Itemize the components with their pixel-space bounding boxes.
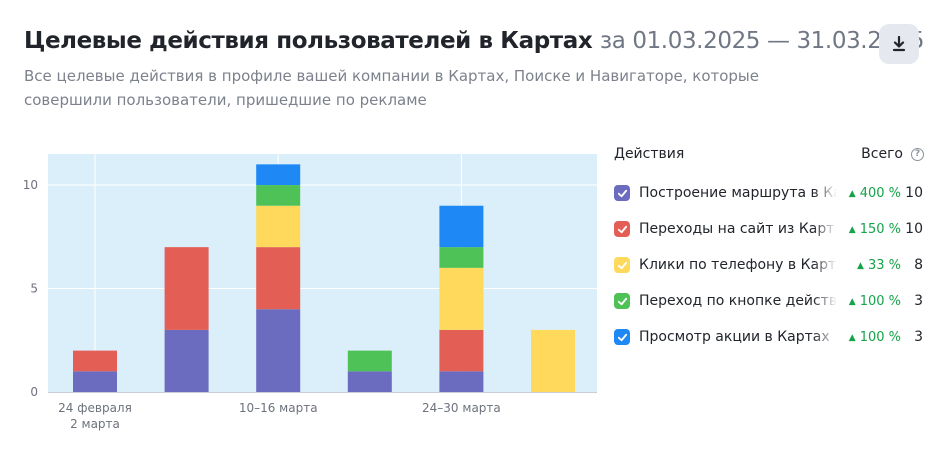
legend-row-label: Переход по кнопке действия из Карт (639, 293, 837, 309)
check-icon (617, 225, 627, 233)
page-subtitle: Все целевые действия в профиле вашей ком… (24, 67, 759, 109)
legend-row-total: 3 (914, 293, 923, 309)
x-tick-label: 24 февраля (58, 401, 132, 415)
legend-total-label: Всего (861, 146, 903, 162)
bar-segment (256, 164, 301, 186)
bar-segment (439, 329, 484, 372)
x-tick-label: 24–30 марта (422, 401, 501, 415)
bar-segment (439, 205, 484, 248)
bar-segment (256, 205, 301, 248)
legend-row-change-value: 33 % (867, 257, 901, 273)
series-checkbox[interactable] (614, 293, 630, 309)
question-circle-icon[interactable]: ? (911, 147, 924, 161)
bar-segment (73, 371, 117, 392)
x-tick-label: 10–16 марта (239, 401, 318, 415)
series-checkbox[interactable] (614, 329, 630, 345)
bar-segment (164, 247, 209, 330)
bar-segment (347, 350, 392, 372)
arrow-up-icon: ▲ (857, 260, 864, 271)
bar-segment (73, 350, 117, 372)
legend-row-change-value: 100 % (859, 293, 901, 309)
legend-row-total: 3 (914, 329, 923, 345)
check-icon (617, 297, 627, 305)
bar-segment (439, 371, 484, 392)
legend-row[interactable]: Переходы на сайт из Карт ▲ 150 % 10 (614, 217, 924, 241)
download-icon (892, 36, 906, 52)
bar-segment (347, 371, 392, 392)
bar-segment (439, 247, 484, 268)
arrow-up-icon: ▲ (848, 332, 856, 343)
legend-row-change: ▲ 33 % (837, 258, 901, 273)
arrow-up-icon: ▲ (848, 296, 856, 307)
bar-segment (531, 329, 575, 392)
legend-total-header: Всего ? (861, 146, 924, 162)
legend-row-label: Переходы на сайт из Карт (639, 221, 835, 237)
legend-row[interactable]: Клики по телефону в Картах ▲ 33 % 8 (614, 253, 924, 277)
y-tick-label: 0 (30, 385, 38, 399)
header: Целевые действия пользователей в Картах … (24, 24, 925, 112)
legend-row-change: ▲ 400 % (837, 186, 901, 201)
legend-row-total: 8 (914, 257, 923, 273)
legend-row[interactable]: Построение маршрута в Картах▲400 %10 (614, 181, 924, 205)
legend-row-change-value: 100 % (859, 329, 901, 345)
series-checkbox[interactable] (614, 185, 630, 201)
arrow-up-icon: ▲ (848, 224, 856, 235)
series-checkbox[interactable] (614, 221, 630, 237)
legend-row-label: Просмотр акции в Картах (639, 329, 830, 345)
y-tick-label: 10 (23, 178, 38, 192)
page-title: Целевые действия пользователей в Картах … (24, 24, 925, 58)
legend-row-total: 10 (905, 221, 923, 237)
title-text: Целевые действия пользователей в Картах (24, 28, 593, 54)
series-checkbox[interactable] (614, 257, 630, 273)
check-icon (617, 261, 627, 269)
bar-segment (256, 309, 301, 392)
stacked-bar-chart: 0 5 10 24 февраля 2 марта 10–16 марта 24–30 ма… (23, 154, 597, 431)
legend-actions-header: Действия (614, 146, 685, 162)
arrow-up-icon: ▲ (848, 188, 856, 199)
legend-row-change-value: 400 % (859, 185, 901, 201)
title-period: за 01.03.2025 — 31.03.2025 (599, 28, 925, 54)
legend-header: Действия Всего ? (614, 141, 924, 167)
bar-segment (439, 267, 484, 330)
legend-row-change-value: 150 % (859, 221, 901, 237)
download-button[interactable] (879, 24, 919, 64)
legend-row-change: ▲ 150 % (837, 222, 901, 237)
legend: Действия Всего ? Построение маршрута в К… (614, 141, 924, 345)
legend-row-label: Построение маршрута в Картах (639, 185, 837, 201)
check-icon (617, 189, 627, 197)
bar-segment (256, 185, 301, 206)
bar-segment (256, 247, 301, 310)
check-icon (617, 333, 627, 341)
legend-row-change: ▲ 100 % (837, 330, 901, 345)
legend-row-total: 10 (905, 185, 923, 201)
bar-segment (164, 329, 209, 392)
legend-row-change: ▲ 100 % (837, 294, 901, 309)
plot-area (48, 154, 597, 392)
legend-row[interactable]: Переход по кнопке действия из Карт▲100 %… (614, 289, 924, 313)
legend-row[interactable]: Просмотр акции в Картах ▲ 100 % 3 (614, 325, 924, 349)
x-tick-label: 2 марта (70, 417, 120, 431)
legend-row-label: Клики по телефону в Картах (639, 257, 837, 273)
y-tick-label: 5 (30, 282, 38, 296)
